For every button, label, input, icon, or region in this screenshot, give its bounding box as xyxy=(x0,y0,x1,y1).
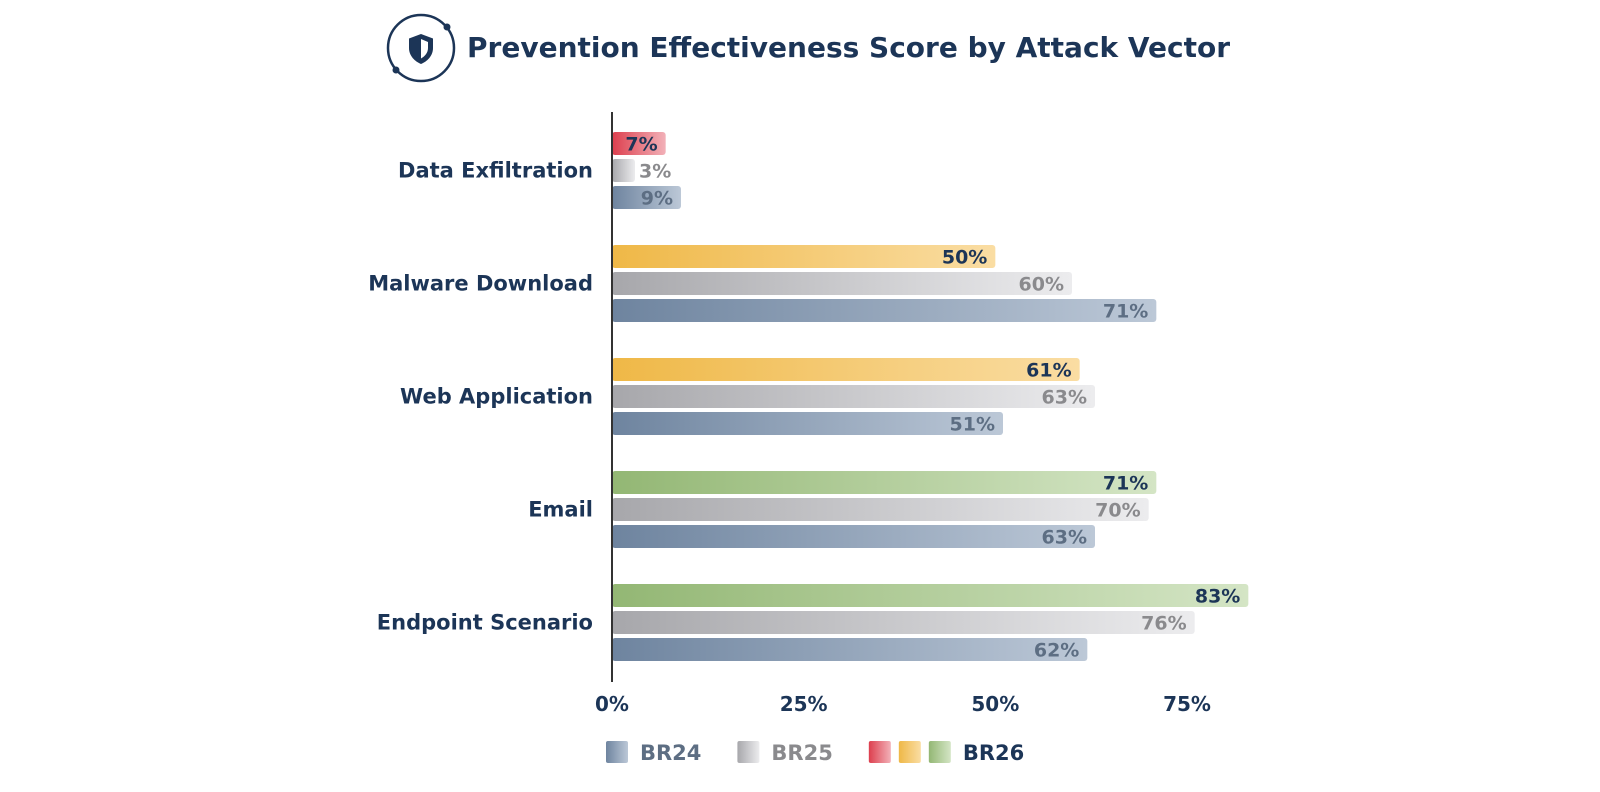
bar-value-label: 71% xyxy=(1103,301,1148,323)
shield-icon xyxy=(386,13,456,83)
legend-swatch xyxy=(898,741,921,763)
bar-br25 xyxy=(612,385,1095,408)
bar-value-label: 76% xyxy=(1141,613,1186,635)
bars xyxy=(612,132,1249,661)
legend-swatch xyxy=(928,741,951,763)
bar-br24 xyxy=(612,525,1095,548)
x-tick-label: 50% xyxy=(971,692,1019,716)
bar-br24 xyxy=(612,186,681,209)
legend-label: BR24 xyxy=(640,741,701,765)
bar-br25 xyxy=(612,272,1072,295)
value-labels: 7% 3% 9% 50% 60% 71% 61% 63% 51% 71% 70% 63% 83% 76% 6… xyxy=(625,134,1240,662)
legend-label: BR26 xyxy=(963,741,1024,765)
bar-br26 xyxy=(612,584,1249,607)
bar-br26 xyxy=(612,471,1157,494)
legend-swatch xyxy=(606,741,628,763)
x-tick-label: 75% xyxy=(1163,692,1211,716)
bar-br25 xyxy=(612,498,1149,521)
bar-br24 xyxy=(612,412,1003,435)
bar-value-label: 9% xyxy=(641,188,673,210)
bar-value-label: 60% xyxy=(1019,274,1064,296)
category-label: Web Application xyxy=(400,385,593,409)
category-label: Endpoint Scenario xyxy=(377,611,593,635)
bar-value-label: 83% xyxy=(1195,586,1240,608)
legend-swatch xyxy=(868,741,891,763)
legend: BR24 BR25 BR26 xyxy=(606,741,1024,765)
bar-value-label: 63% xyxy=(1042,387,1087,409)
bar-value-label: 70% xyxy=(1095,500,1140,522)
x-axis: 0% 25% 50% 75% xyxy=(595,692,1211,716)
category-labels: Data Exfiltration Malware Download Web App… xyxy=(368,159,593,635)
bar-value-label: 61% xyxy=(1026,360,1071,382)
bar-br24 xyxy=(612,299,1157,322)
bar-value-label: 3% xyxy=(639,161,671,183)
bar-value-label: 63% xyxy=(1042,527,1087,549)
x-tick-label: 25% xyxy=(780,692,828,716)
bar-value-label: 7% xyxy=(625,134,657,156)
category-label: Malware Download xyxy=(368,272,593,296)
category-label: Data Exfiltration xyxy=(398,159,593,183)
chart-title: Prevention Effectiveness Score by Attack… xyxy=(467,31,1230,64)
bar-value-label: 50% xyxy=(942,247,987,269)
legend-swatch xyxy=(737,741,760,763)
bar-br26 xyxy=(612,358,1080,381)
bar-br26 xyxy=(612,245,996,268)
bar-value-label: 71% xyxy=(1103,473,1148,495)
bar-value-label: 62% xyxy=(1034,640,1079,662)
bar-br24 xyxy=(612,638,1088,661)
chart-header: Prevention Effectiveness Score by Attack… xyxy=(386,13,1230,83)
x-tick-label: 0% xyxy=(595,692,629,716)
bar-value-label: 51% xyxy=(950,414,995,436)
bar-br25 xyxy=(612,611,1195,634)
category-label: Email xyxy=(528,498,593,522)
bar-br25 xyxy=(612,159,635,182)
legend-label: BR25 xyxy=(771,741,832,765)
bar-br26 xyxy=(612,132,666,155)
